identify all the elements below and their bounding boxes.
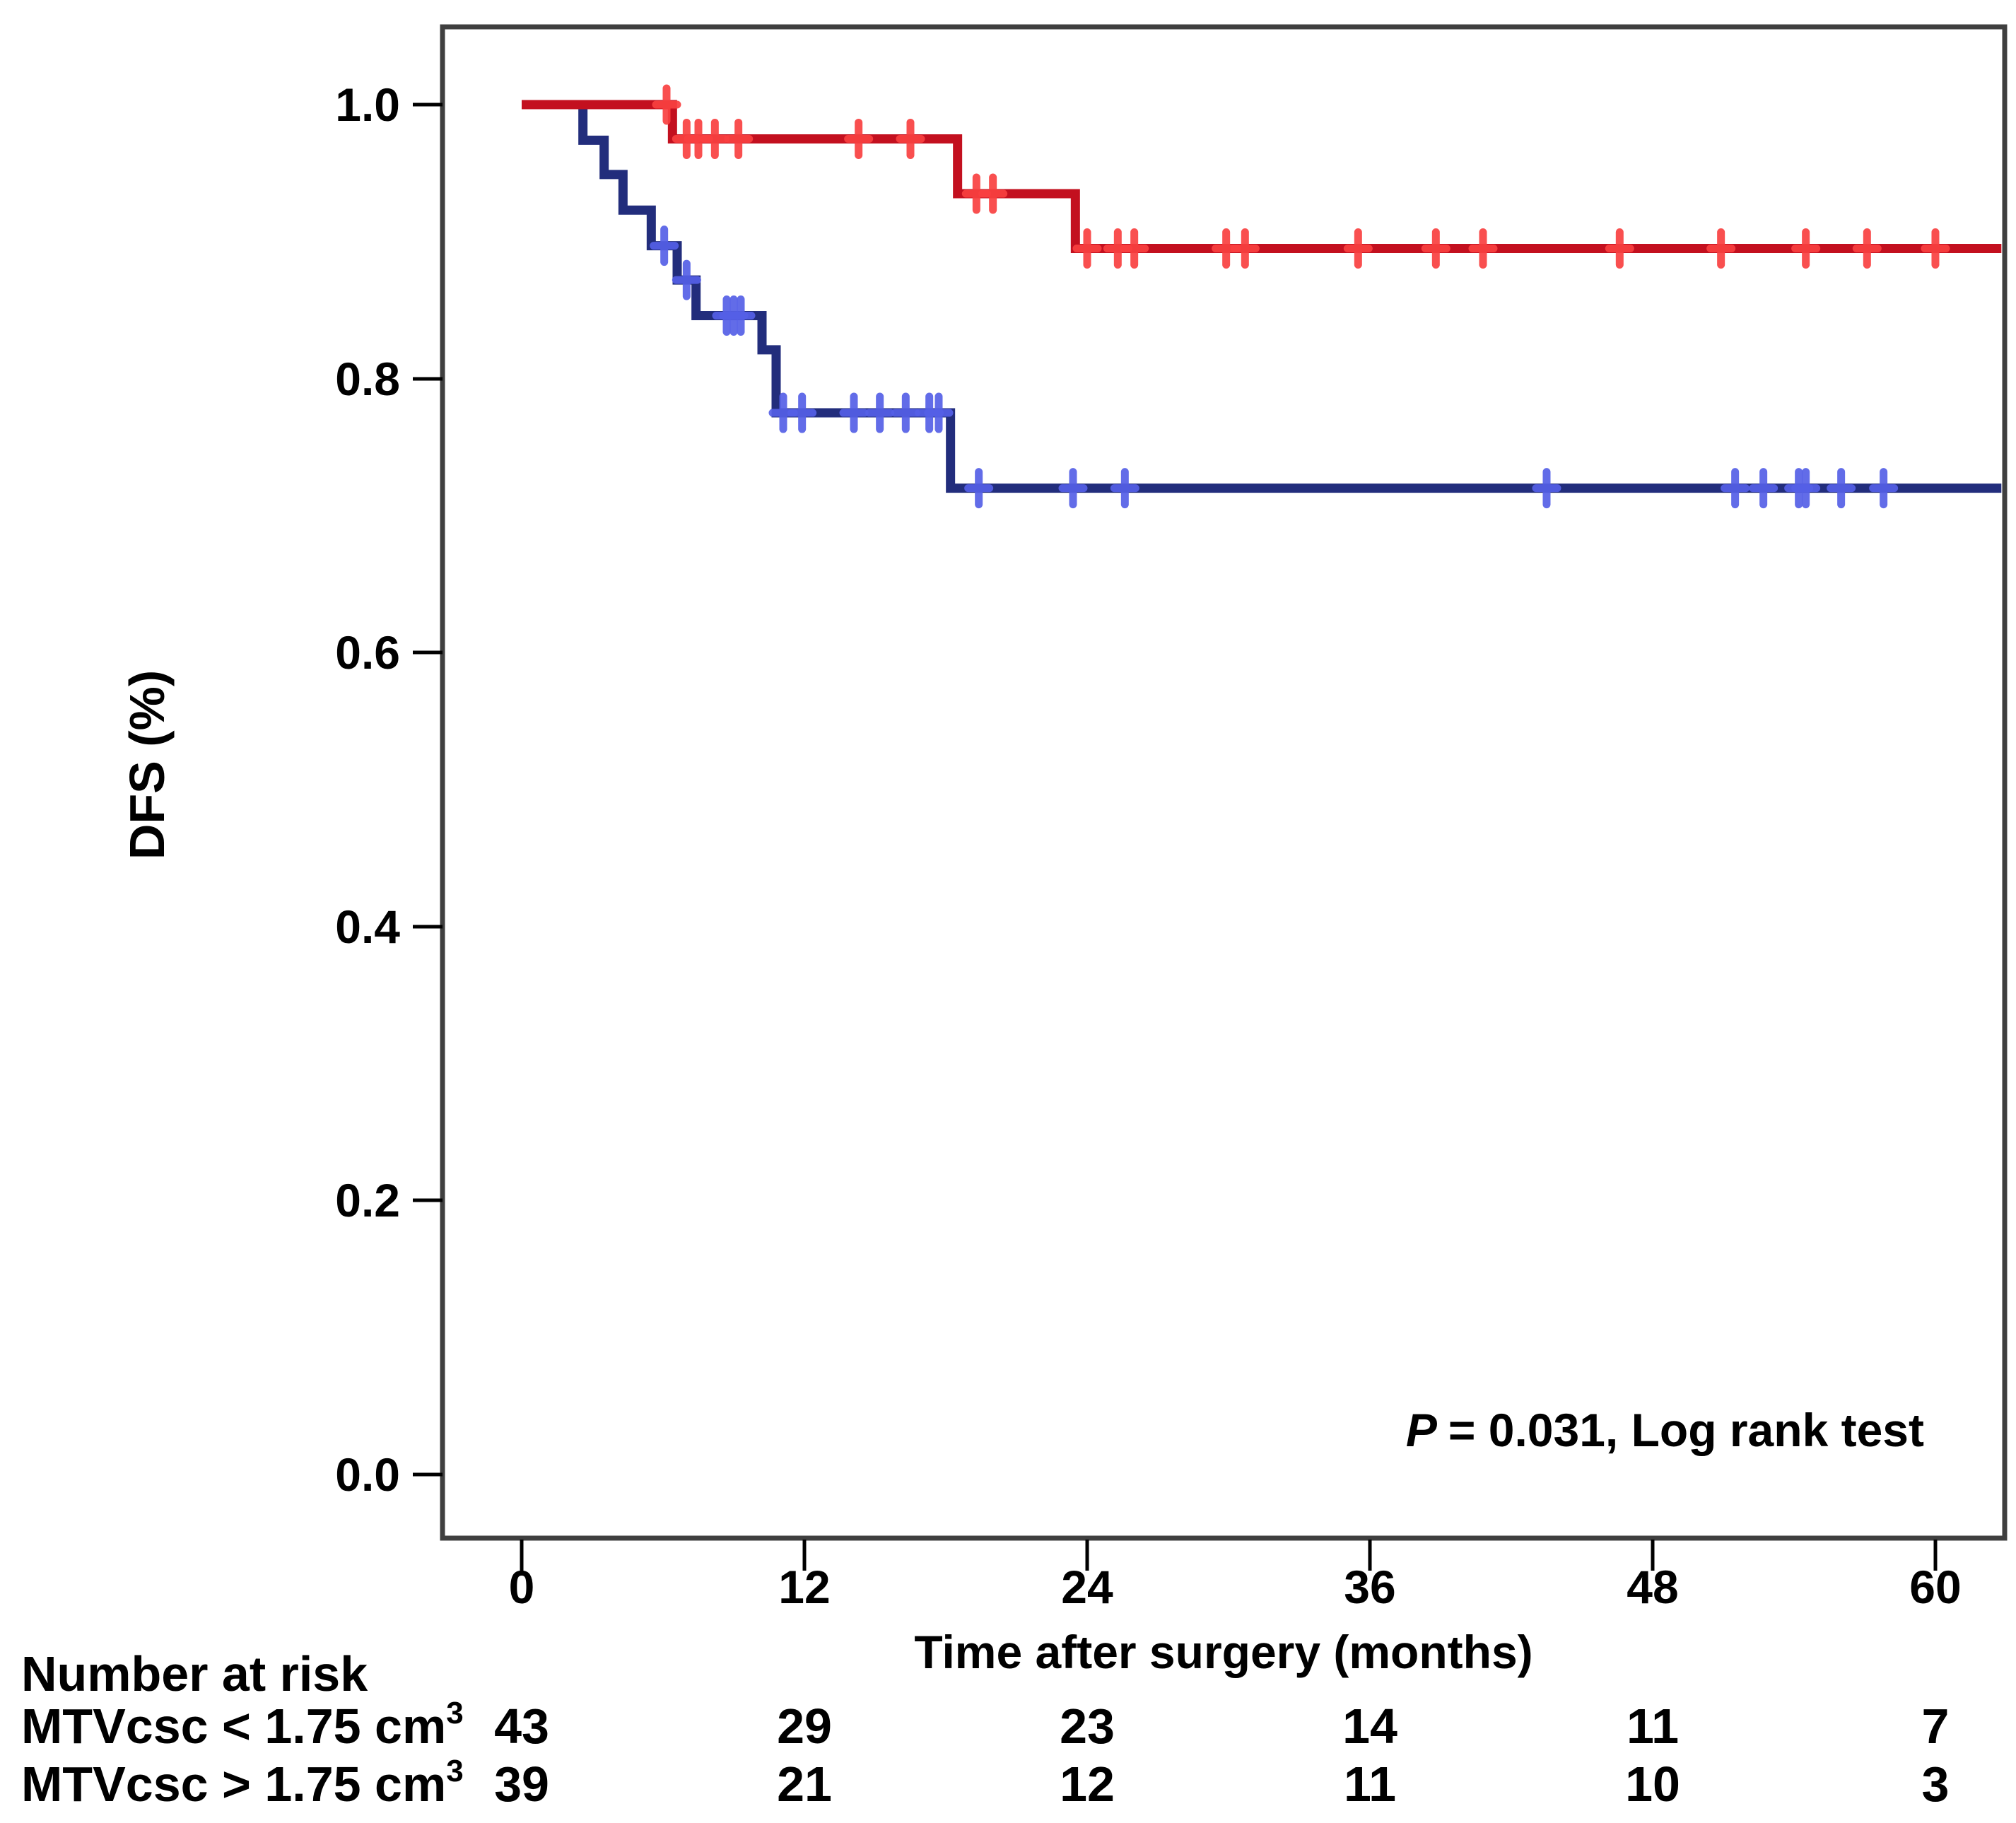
censor-mark xyxy=(1721,468,1750,509)
risk-row-high-mtv: MTVcsc > 1.75 cm3 39 21 12 11 10 3 xyxy=(21,1754,1949,1812)
censor-mark xyxy=(1421,228,1451,269)
risk-count: 39 xyxy=(494,1757,549,1812)
km-series-high-mtv xyxy=(522,100,2002,509)
risk-row-low-mtv: MTVcsc < 1.75 cm3 43 29 23 14 11 7 xyxy=(21,1696,1949,1754)
y-tick-label: 0.6 xyxy=(335,626,400,679)
risk-row-label-sup: 3 xyxy=(446,1754,463,1788)
censor-mark xyxy=(1343,228,1373,269)
censor-mark xyxy=(650,225,679,266)
y-tick-label: 0.8 xyxy=(335,353,400,405)
plot-frame xyxy=(440,24,2008,1541)
x-tick-label: 60 xyxy=(1909,1561,1961,1613)
p-symbol: P xyxy=(1406,1404,1438,1456)
risk-count: 7 xyxy=(1922,1699,1950,1754)
censor-mark xyxy=(1827,468,1856,509)
p-value-annotation: P = 0.031, Log rank test xyxy=(1406,1404,1924,1456)
censor-mark xyxy=(1791,228,1821,269)
censor-mark xyxy=(844,118,874,159)
y-axis: 1.0 0.8 0.6 0.4 0.2 0.0 xyxy=(335,78,443,1501)
x-tick-label: 48 xyxy=(1627,1561,1678,1613)
censor-mark xyxy=(1072,228,1102,269)
censor-mark xyxy=(1921,228,1950,269)
y-tick-label: 0.2 xyxy=(335,1174,400,1226)
censor-mark xyxy=(1120,228,1149,269)
censor-mark xyxy=(700,118,729,159)
risk-count: 10 xyxy=(1625,1757,1680,1812)
censor-mark xyxy=(724,118,754,159)
x-tick-label: 0 xyxy=(509,1561,535,1613)
y-axis-title: DFS (%) xyxy=(119,670,175,860)
risk-count: 12 xyxy=(1060,1757,1115,1812)
risk-count: 23 xyxy=(1060,1699,1115,1754)
censor-mark xyxy=(1532,468,1561,509)
km-series-low-mtv xyxy=(522,84,2002,269)
risk-table: Number at risk MTVcsc < 1.75 cm3 43 29 2… xyxy=(21,1646,1949,1812)
risk-row-label-sup: 3 xyxy=(446,1696,463,1730)
y-tick-label: 0.4 xyxy=(335,901,400,953)
censor-mark xyxy=(1706,228,1736,269)
censor-mark xyxy=(1749,468,1778,509)
km-curve xyxy=(522,100,2002,253)
risk-count: 29 xyxy=(777,1699,832,1754)
risk-row-label: MTVcsc > 1.75 cm3 xyxy=(21,1754,464,1812)
x-axis-title: Time after surgery (months) xyxy=(914,1626,1532,1678)
censor-mark xyxy=(1230,228,1260,269)
risk-count: 21 xyxy=(777,1757,832,1812)
risk-count: 11 xyxy=(1627,1699,1679,1754)
censor-mark xyxy=(1791,468,1821,509)
x-tick-label: 36 xyxy=(1344,1561,1395,1613)
censor-mark xyxy=(672,259,701,300)
x-tick-label: 12 xyxy=(778,1561,830,1613)
risk-row-label-text: MTVcsc < 1.75 cm xyxy=(21,1699,446,1754)
censor-mark xyxy=(1605,228,1634,269)
risk-row-label: MTVcsc < 1.75 cm3 xyxy=(21,1696,464,1754)
series-layer xyxy=(522,84,2002,509)
risk-count: 11 xyxy=(1344,1757,1396,1812)
risk-count: 14 xyxy=(1342,1699,1397,1754)
p-value-text: = 0.031, Log rank test xyxy=(1448,1404,1924,1456)
censor-mark xyxy=(1468,228,1498,269)
risk-count: 43 xyxy=(494,1699,549,1754)
censor-mark xyxy=(978,173,1008,214)
risk-table-title: Number at risk xyxy=(21,1646,368,1701)
censor-mark xyxy=(865,392,895,433)
censor-mark xyxy=(839,392,869,433)
x-tick-label: 24 xyxy=(1061,1561,1113,1613)
x-axis: 0 12 24 36 48 60 xyxy=(509,1540,1962,1613)
censor-mark xyxy=(964,468,994,509)
censor-mark xyxy=(652,84,681,125)
censor-mark xyxy=(1869,468,1899,509)
censor-mark xyxy=(924,392,954,433)
risk-row-label-text: MTVcsc > 1.75 cm xyxy=(21,1757,446,1812)
y-tick-label: 1.0 xyxy=(335,78,400,131)
censor-mark xyxy=(891,392,920,433)
censor-mark xyxy=(787,392,817,433)
censor-mark xyxy=(726,295,756,336)
censor-mark xyxy=(1058,468,1088,509)
y-tick-label: 0.0 xyxy=(335,1448,400,1501)
censor-mark xyxy=(896,118,925,159)
km-curve xyxy=(522,100,2002,493)
risk-count: 3 xyxy=(1922,1757,1950,1812)
censor-mark xyxy=(1110,468,1139,509)
censor-mark xyxy=(1852,228,1882,269)
